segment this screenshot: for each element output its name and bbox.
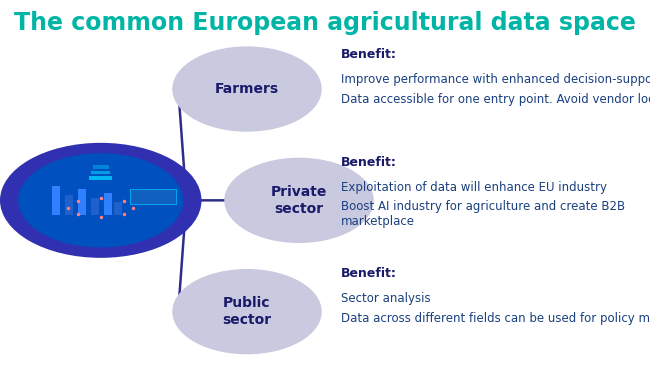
- Text: Farmers: Farmers: [215, 82, 279, 96]
- Text: Boost AI industry for agriculture and create B2B
marketplace: Boost AI industry for agriculture and cr…: [341, 200, 625, 228]
- Text: Benefit:: Benefit:: [341, 48, 397, 61]
- Text: Exploitation of data will enhance EU industry: Exploitation of data will enhance EU ind…: [341, 181, 607, 194]
- Text: Data accessible for one entry point. Avoid vendor lock-in: Data accessible for one entry point. Avo…: [341, 93, 650, 106]
- Text: Public
sector: Public sector: [222, 296, 272, 327]
- Text: Data across different fields can be used for policy monitoring: Data across different fields can be used…: [341, 312, 650, 325]
- Circle shape: [172, 46, 322, 132]
- Text: Benefit:: Benefit:: [341, 156, 397, 169]
- Circle shape: [0, 143, 202, 258]
- Bar: [78, 189, 86, 215]
- Bar: [90, 176, 112, 180]
- Text: Sector analysis: Sector analysis: [341, 292, 431, 305]
- Bar: [104, 193, 112, 215]
- Text: Private
sector: Private sector: [271, 185, 327, 216]
- Bar: [92, 165, 109, 169]
- Text: Benefit:: Benefit:: [341, 267, 397, 280]
- Bar: [91, 198, 99, 215]
- Bar: [114, 202, 122, 215]
- Circle shape: [18, 153, 183, 247]
- Bar: [91, 171, 111, 174]
- Bar: [52, 186, 60, 215]
- Text: Improve performance with enhanced decision-support systems: Improve performance with enhanced decisi…: [341, 73, 650, 86]
- Circle shape: [172, 269, 322, 354]
- Bar: [65, 195, 73, 215]
- Circle shape: [224, 158, 374, 243]
- Text: The common European agricultural data space: The common European agricultural data sp…: [14, 11, 636, 35]
- Circle shape: [15, 151, 187, 249]
- Bar: [130, 189, 176, 204]
